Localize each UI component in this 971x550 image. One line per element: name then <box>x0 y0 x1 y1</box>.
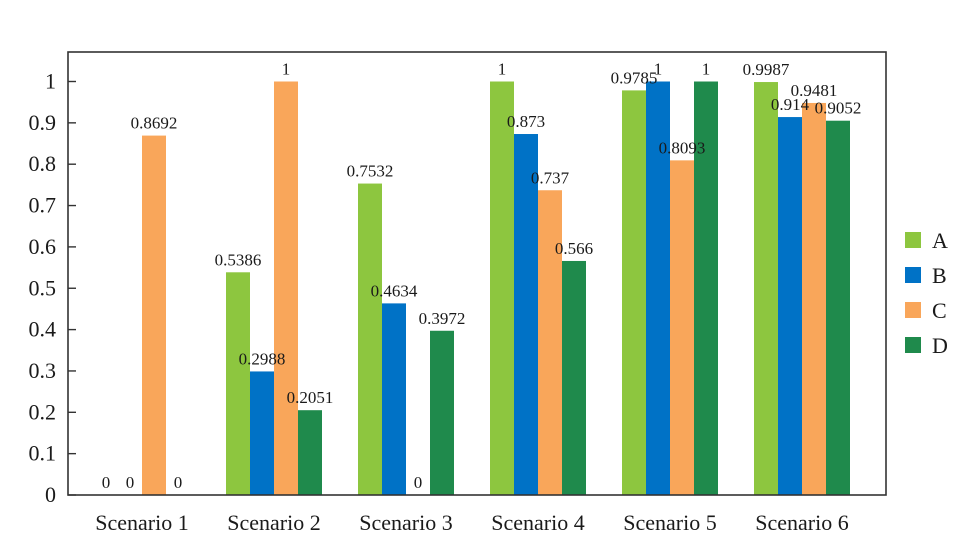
bar <box>694 81 718 495</box>
y-tick-label: 0.9 <box>29 110 57 135</box>
data-label: 0.737 <box>531 168 570 187</box>
legend-swatch <box>905 232 921 248</box>
legend-label: D <box>932 333 948 358</box>
x-axis: Scenario 1 Scenario 2 Scenario 3 Scenario 4… <box>95 510 848 535</box>
legend-label: A <box>932 228 948 253</box>
x-tick-label: Scenario 5 <box>623 510 716 535</box>
bar <box>562 260 586 495</box>
data-label: 0.566 <box>555 239 593 258</box>
legend-label: C <box>932 298 947 323</box>
y-tick-label: 0.6 <box>29 234 57 259</box>
bars-layer <box>142 81 850 496</box>
y-tick-label: 0.1 <box>29 441 57 466</box>
bar <box>430 330 454 495</box>
data-label: 1 <box>702 60 711 79</box>
y-tick-label: 0.3 <box>29 358 57 383</box>
legend-swatch <box>905 267 921 283</box>
bar <box>142 135 166 495</box>
data-label: 0.873 <box>507 112 545 131</box>
x-tick-label: Scenario 6 <box>755 510 848 535</box>
y-tick-label: 0 <box>45 482 56 507</box>
bar <box>250 371 274 495</box>
bar <box>538 190 562 496</box>
bar <box>382 303 406 495</box>
legend-label: B <box>932 263 947 288</box>
bar <box>358 183 382 495</box>
bar <box>670 160 694 496</box>
data-label: 0.914 <box>771 95 810 114</box>
data-label: 0.9987 <box>743 60 790 79</box>
bar <box>778 117 802 495</box>
x-tick-label: Scenario 2 <box>227 510 320 535</box>
bar <box>646 81 670 495</box>
y-tick-label: 0.8 <box>29 151 57 176</box>
y-tick-label: 0.7 <box>29 193 57 218</box>
data-label: 0 <box>174 473 183 492</box>
data-label: 0.9481 <box>791 81 838 100</box>
bar <box>274 81 298 495</box>
data-label: 0.9052 <box>815 99 862 118</box>
bar <box>826 120 850 495</box>
x-tick-label: Scenario 4 <box>491 510 584 535</box>
data-label: 0.8692 <box>131 114 178 133</box>
bar <box>514 134 538 495</box>
data-label: 0.8093 <box>659 138 706 157</box>
x-tick-label: Scenario 1 <box>95 510 188 535</box>
data-label: 0 <box>126 473 135 492</box>
data-labels-layer: 0 00.869200.53860.298810.20510.75320.4634… <box>102 60 862 493</box>
legend-swatch <box>905 302 921 318</box>
data-label: 0 <box>414 473 423 492</box>
y-tick-label: 0.5 <box>29 275 57 300</box>
data-label: 1 <box>654 60 663 79</box>
data-label: 1 <box>282 60 291 79</box>
x-tick-label: Scenario 3 <box>359 510 452 535</box>
bar <box>622 90 646 495</box>
y-tick-label: 0.2 <box>29 399 57 424</box>
bar <box>490 81 514 495</box>
y-tick-label: 1 <box>45 69 56 94</box>
legend-swatch <box>905 337 921 353</box>
y-tick-label: 0.4 <box>29 317 57 342</box>
data-label: 0.7532 <box>347 162 394 181</box>
data-label: 0.2988 <box>239 349 286 368</box>
data-label: 0.3972 <box>419 309 466 328</box>
data-label: 1 <box>498 60 507 79</box>
bar <box>802 102 826 496</box>
bar <box>754 82 778 496</box>
data-label: 0.2051 <box>287 388 334 407</box>
data-label: 0.9785 <box>611 68 658 87</box>
bar <box>226 272 250 495</box>
data-label: 0.4634 <box>371 281 418 300</box>
plot-frame <box>67 51 887 496</box>
data-label: 0.5386 <box>215 250 262 269</box>
y-axis: 0 0.1 0.2 0.3 0.4 0.5 0.6 0.7 0.8 0.9 1 <box>29 69 76 507</box>
bar <box>298 410 322 495</box>
data-label: 0 <box>102 473 111 492</box>
